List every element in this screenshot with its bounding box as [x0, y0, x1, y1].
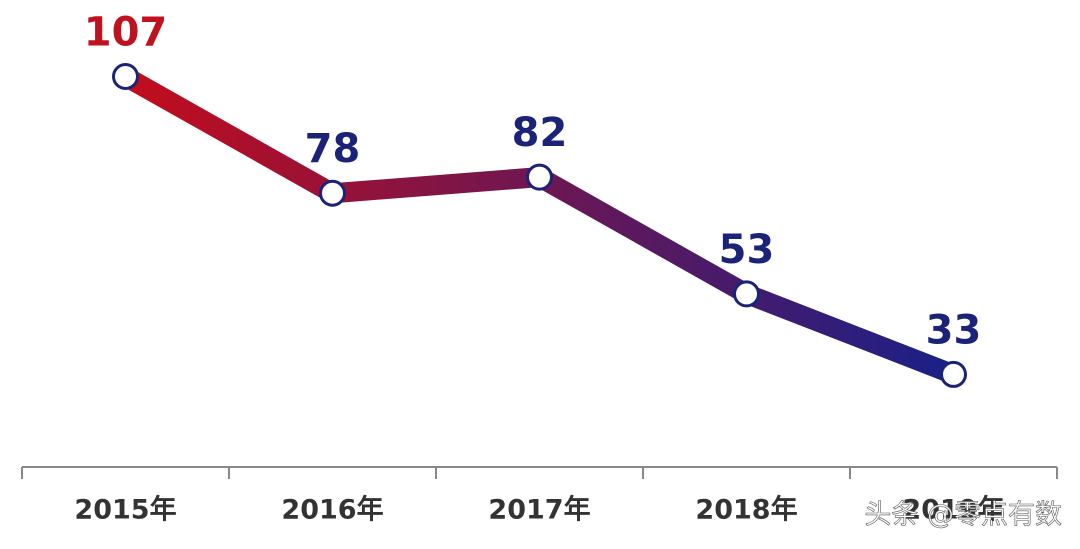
point — [733, 280, 760, 308]
watermark: 头条 @零点有数 — [864, 500, 1062, 531]
point — [526, 163, 553, 191]
x-tick-label: 2017年 — [488, 494, 590, 526]
x-tick-label: 2019年 — [902, 494, 1004, 526]
point — [112, 62, 139, 90]
point — [319, 179, 346, 207]
data-label: 78 — [305, 126, 361, 172]
x-tick-label: 2016年 — [281, 494, 383, 526]
data-label: 33 — [926, 307, 982, 353]
x-tick-label: 2015年 — [74, 494, 176, 526]
x-tick-label: 2018年 — [695, 494, 797, 526]
point — [940, 360, 967, 388]
data-label: 107 — [84, 9, 168, 55]
data-label: 82 — [512, 110, 568, 156]
data-label: 53 — [719, 227, 775, 273]
